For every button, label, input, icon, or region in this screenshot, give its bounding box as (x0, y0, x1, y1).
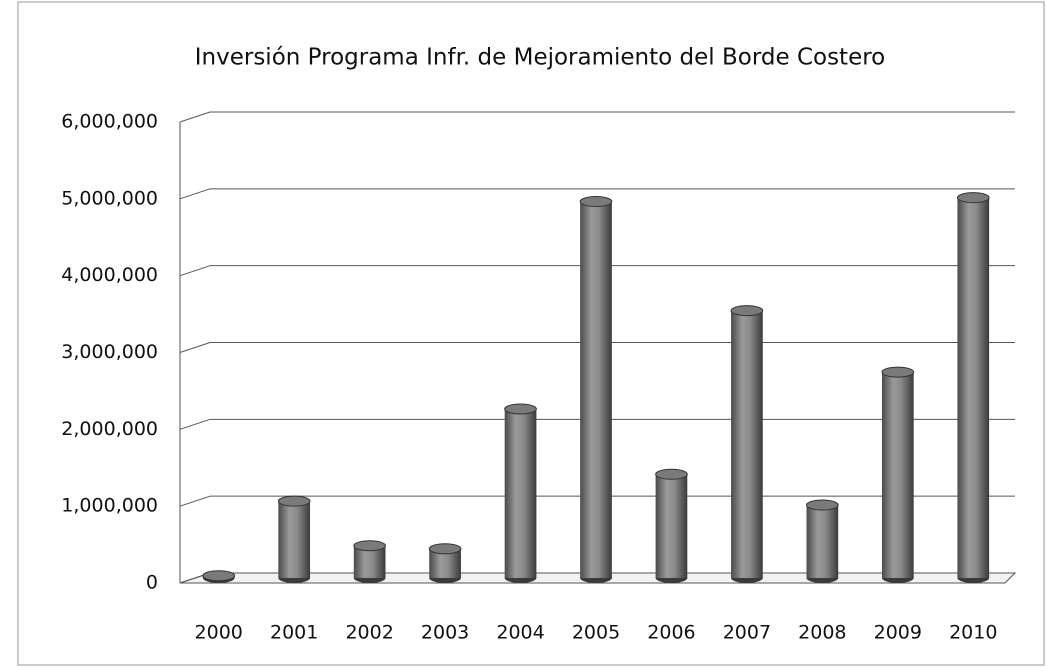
grid-line-side (179, 495, 211, 507)
y-tick-label: 4,000,000 (61, 264, 158, 286)
bar-top (353, 540, 386, 552)
y-tick-label: 1,000,000 (61, 495, 158, 517)
bar-top (579, 196, 613, 208)
grid-line-side (179, 342, 211, 353)
grid-line-side (179, 111, 211, 123)
bar (504, 408, 537, 578)
y-tick-label: 3,000,000 (61, 341, 158, 363)
x-tick-label: 2001 (270, 622, 318, 644)
y-tick-label: 2,000,000 (61, 418, 158, 440)
bar-top (504, 403, 537, 415)
x-tick-label: 2009 (874, 622, 922, 644)
y-tick-label: 6,000,000 (61, 111, 158, 133)
y-tick-label: 0 (146, 572, 158, 594)
bar (655, 474, 688, 578)
grid-line-side (179, 265, 211, 277)
x-tick-label: 2002 (345, 622, 393, 644)
bar-top (202, 570, 236, 582)
bar (806, 505, 839, 578)
bar-top (956, 192, 990, 204)
bar (957, 197, 990, 579)
bar (580, 201, 612, 578)
chart-border (17, 1, 1045, 666)
grid-line-side (179, 418, 211, 430)
bar-top (881, 366, 915, 378)
x-tick-label: 2006 (647, 622, 695, 644)
grid-line-side (179, 188, 211, 200)
bar-top (806, 499, 839, 511)
x-tick-label: 2007 (723, 622, 771, 644)
chart-title: Inversión Programa Infr. de Mejoramiento… (195, 45, 886, 71)
bar-top (428, 543, 462, 555)
x-tick-label: 2010 (949, 622, 997, 644)
x-tick-label: 2000 (195, 622, 243, 644)
x-tick-label: 2005 (572, 622, 620, 644)
x-tick-label: 2004 (496, 622, 544, 644)
bar-top (655, 468, 688, 480)
bar (731, 310, 763, 578)
y-tick-label: 5,000,000 (61, 187, 158, 209)
x-tick-label: 2008 (798, 622, 846, 644)
bar-top (730, 305, 764, 317)
bar (278, 501, 311, 578)
bar-top (277, 495, 311, 507)
x-tick-label: 2003 (421, 622, 469, 644)
bar (881, 372, 914, 578)
